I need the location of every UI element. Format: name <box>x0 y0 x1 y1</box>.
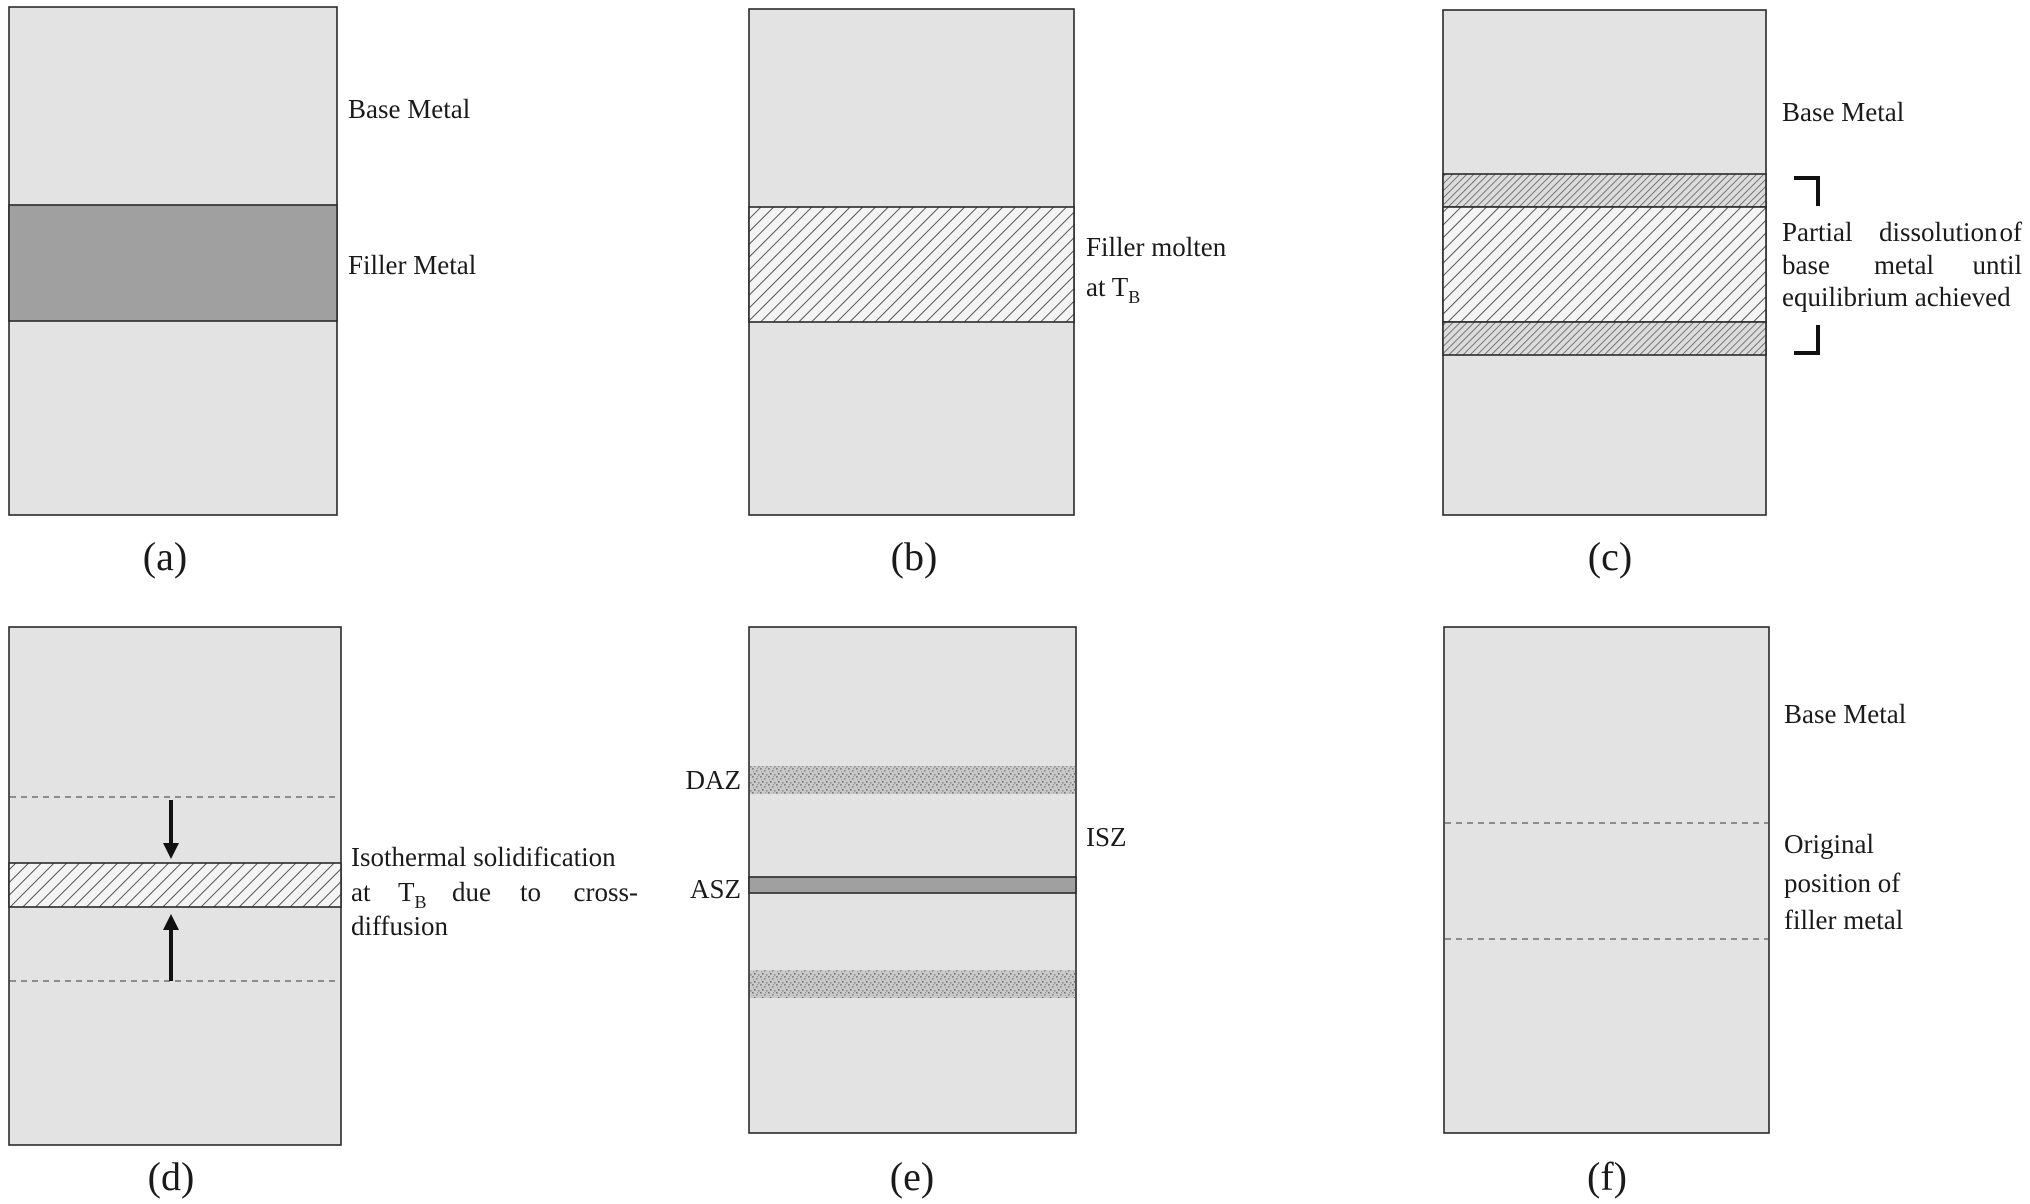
filler-molten-label: Filler molten <box>1086 232 1227 262</box>
base-metal-label: Base Metal <box>348 94 470 124</box>
diffusion-affected-zone-bottom <box>750 970 1075 998</box>
base-metal-label: Base Metal <box>1782 97 1904 127</box>
panel-f: Base Metal Original position of filler m… <box>1443 626 1906 1199</box>
athermal-solidification-zone <box>748 876 1077 894</box>
original-label: Original <box>1784 829 1874 859</box>
bracket-bottom <box>1794 325 1820 355</box>
filler-metal-label: filler metal <box>1784 905 1903 935</box>
panel-c: Base Metal Partial dissolution of base m… <box>1442 9 2022 579</box>
dissolved-zone-top <box>1442 173 1767 208</box>
svg-text:of: of <box>2000 217 2023 247</box>
caption-a: (a) <box>143 534 187 579</box>
caption-e: (e) <box>890 1154 934 1199</box>
at-tb-label: at TB <box>1086 272 1140 307</box>
caption-d: (d) <box>148 1154 195 1199</box>
caption-c: (c) <box>1588 534 1632 579</box>
svg-text:at: at <box>351 877 371 907</box>
daz-label: DAZ <box>686 765 742 795</box>
asz-label: ASZ <box>690 874 741 904</box>
panel-a: Base Metal Filler Metal (a) <box>8 6 476 579</box>
isz-label: ISZ <box>1086 822 1127 852</box>
svg-text:Isothermal solidification: Isothermal solidification <box>351 842 616 872</box>
position-of-label: position of <box>1784 868 1900 898</box>
svg-text:base: base <box>1782 250 1830 280</box>
panel-d: Isothermal solidification at TB due to c… <box>8 626 638 1199</box>
molten-filler-layer <box>1442 206 1767 323</box>
remaining-liquid-layer <box>8 862 342 908</box>
molten-filler-layer <box>748 206 1075 323</box>
partial-dissolution-text: Partial dissolution of base metal until … <box>1782 217 2022 312</box>
caption-f: (f) <box>1587 1154 1627 1199</box>
svg-text:to: to <box>520 877 541 907</box>
arrowhead-down <box>163 843 179 859</box>
panel-b: Filler molten at TB (b) <box>748 8 1227 579</box>
dissolved-zone-bottom <box>1442 321 1767 356</box>
filler-metal-label: Filler Metal <box>348 250 476 280</box>
base-metal-label: Base Metal <box>1784 699 1906 729</box>
svg-text:until: until <box>1972 250 2022 280</box>
caption-b: (b) <box>891 534 938 579</box>
svg-text:TB: TB <box>398 877 427 912</box>
isothermal-solidification-text: Isothermal solidification at TB due to c… <box>351 842 638 941</box>
panel-e: DAZ ASZ ISZ (e) <box>686 626 1127 1199</box>
base-metal-block <box>1443 626 1770 1134</box>
arrowhead-up <box>163 914 179 930</box>
svg-text:Partial: Partial <box>1782 217 1852 247</box>
svg-text:cross-: cross- <box>574 877 638 907</box>
svg-text:diffusion: diffusion <box>351 911 449 941</box>
filler-metal-layer <box>8 204 338 322</box>
svg-text:dissolution: dissolution <box>1879 217 1998 247</box>
diffusion-affected-zone-top <box>750 766 1075 794</box>
svg-text:equilibrium achieved: equilibrium achieved <box>1782 282 2011 312</box>
svg-text:metal: metal <box>1874 250 1934 280</box>
svg-text:due: due <box>452 877 491 907</box>
bracket-top <box>1794 176 1820 206</box>
